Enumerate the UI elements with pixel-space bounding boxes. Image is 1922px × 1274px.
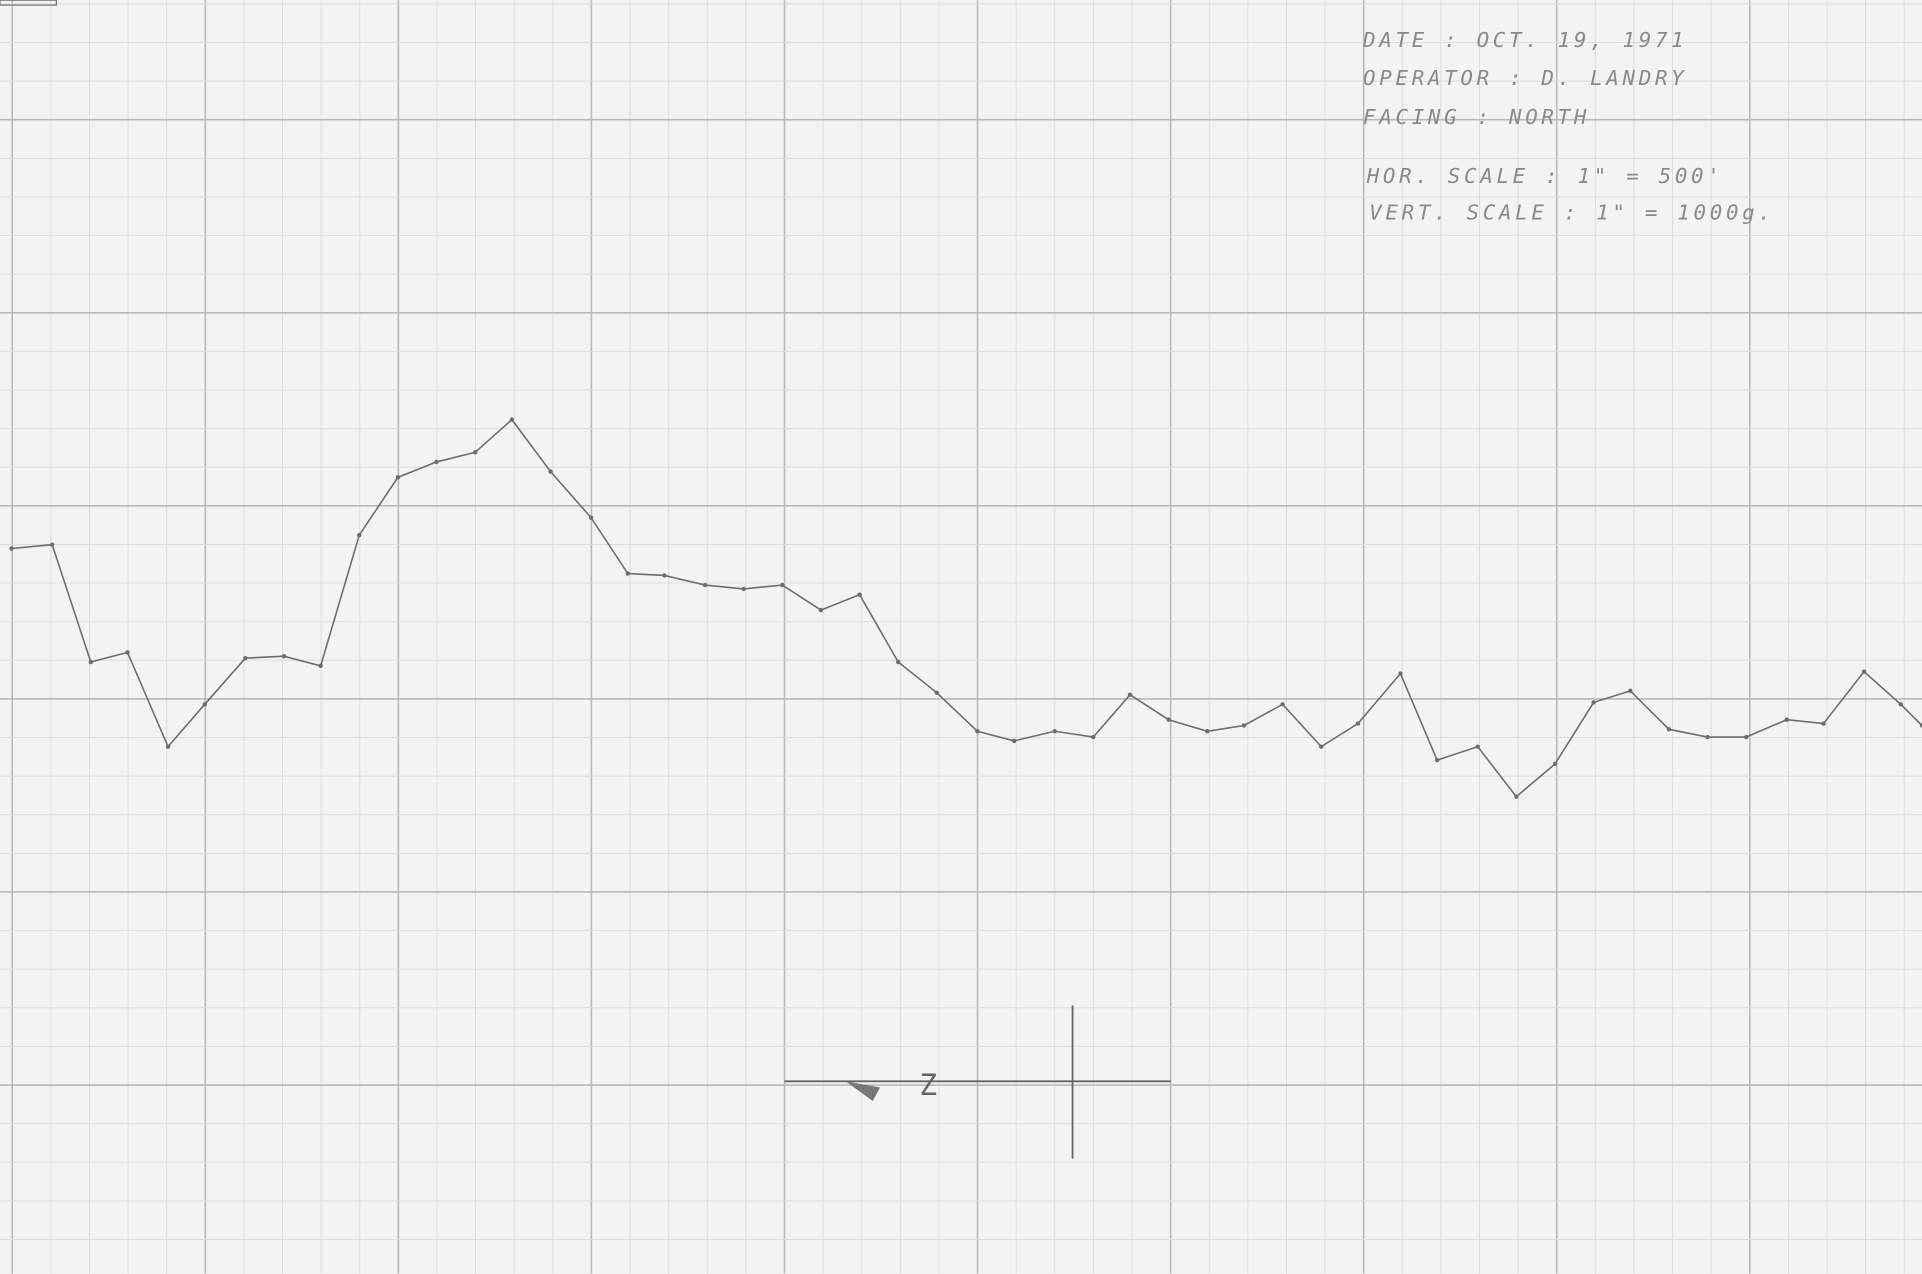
profile-point — [1666, 727, 1672, 732]
profile-point — [1705, 734, 1710, 740]
profile-point — [975, 729, 980, 734]
profile-point — [818, 607, 824, 613]
annotation: OPERATOR : D. LANDRY — [1363, 66, 1687, 90]
profile-point — [1434, 757, 1440, 763]
profile-point — [395, 475, 401, 480]
profile-point — [1052, 729, 1057, 734]
profile-point — [125, 650, 130, 655]
profile-point — [434, 459, 439, 465]
profile-point — [202, 702, 207, 707]
profile-point — [1784, 717, 1789, 722]
profile-point — [548, 469, 553, 474]
profile-point — [1166, 717, 1171, 722]
profile-point — [1355, 721, 1361, 726]
profile-point — [1127, 692, 1133, 697]
profile-point — [318, 663, 323, 669]
profile-point — [780, 582, 785, 588]
profile-point — [857, 592, 862, 597]
annotation: VERT. SCALE : 1" = 1000g. — [1369, 201, 1774, 225]
profile-point — [896, 659, 901, 665]
annotation: Z — [919, 1068, 937, 1102]
profile-point — [1475, 744, 1480, 749]
annotation: HOR. SCALE : 1" = 500' — [1366, 164, 1724, 188]
profile-point — [509, 417, 515, 422]
profile-point — [934, 690, 940, 695]
profile-point — [1898, 702, 1903, 707]
profile-point — [49, 542, 55, 547]
profile-point — [1552, 761, 1558, 767]
profile-point — [1280, 702, 1285, 707]
profile-point — [1241, 723, 1247, 728]
profile-point — [625, 571, 630, 576]
profile-point — [243, 655, 248, 661]
annotation: DATE : OCT. 19, 1971 — [1362, 28, 1687, 52]
profile-point — [281, 654, 287, 659]
profile-point — [1398, 671, 1403, 676]
profile-point — [588, 515, 594, 520]
profile-point — [1628, 688, 1633, 694]
profile-point — [1861, 669, 1867, 674]
profile-point — [1919, 723, 1922, 728]
profile-point — [1821, 721, 1826, 726]
profile-point — [357, 532, 362, 538]
profile-point — [662, 573, 667, 578]
profile-point — [1319, 744, 1324, 749]
profile-point — [1744, 734, 1749, 740]
profile-point — [9, 546, 14, 551]
corner-box — [0, 0, 57, 6]
profile-point — [702, 582, 708, 588]
annotation: FACING : NORTH — [1363, 105, 1590, 129]
profile-point — [1011, 738, 1017, 744]
profile-point — [88, 659, 93, 665]
profile-point — [741, 586, 746, 592]
profile-point — [1205, 729, 1210, 734]
profile-point — [165, 744, 171, 749]
arrow-head — [845, 1081, 881, 1101]
profile-point — [472, 450, 478, 455]
profile-point — [1591, 700, 1596, 705]
profile-point — [1091, 734, 1096, 740]
profile-point — [1514, 794, 1519, 799]
